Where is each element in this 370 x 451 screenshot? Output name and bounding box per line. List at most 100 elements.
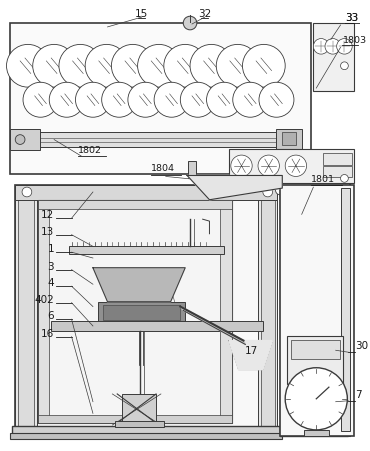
Circle shape xyxy=(138,45,180,88)
Bar xyxy=(69,247,224,254)
Bar xyxy=(229,150,354,184)
Circle shape xyxy=(85,45,128,88)
Bar xyxy=(287,287,347,305)
Text: 7: 7 xyxy=(355,389,362,399)
Polygon shape xyxy=(93,268,185,302)
Bar xyxy=(291,340,340,359)
Bar xyxy=(10,24,312,174)
Circle shape xyxy=(206,83,242,118)
Circle shape xyxy=(15,135,25,145)
Circle shape xyxy=(331,193,340,202)
Circle shape xyxy=(242,45,285,88)
Text: 1801: 1801 xyxy=(312,175,336,184)
Text: 32: 32 xyxy=(198,9,211,19)
Circle shape xyxy=(128,83,163,118)
Text: 1804: 1804 xyxy=(151,164,175,173)
Bar xyxy=(220,200,232,423)
Circle shape xyxy=(154,83,189,118)
Circle shape xyxy=(75,83,110,118)
Circle shape xyxy=(59,45,102,88)
Bar xyxy=(284,188,346,207)
Bar xyxy=(287,322,347,331)
Bar xyxy=(15,186,37,436)
Bar xyxy=(323,154,352,166)
Text: 1803: 1803 xyxy=(343,36,367,45)
Text: 13: 13 xyxy=(41,226,54,236)
Bar xyxy=(122,394,156,423)
Text: 1802: 1802 xyxy=(78,145,102,154)
Circle shape xyxy=(299,262,310,274)
Bar xyxy=(38,200,232,423)
Bar xyxy=(102,305,180,321)
Text: 15: 15 xyxy=(135,9,148,19)
Circle shape xyxy=(164,45,206,88)
Circle shape xyxy=(276,186,285,195)
Bar xyxy=(282,188,294,434)
Circle shape xyxy=(258,156,279,177)
Text: 6: 6 xyxy=(47,311,54,321)
Bar xyxy=(38,200,232,210)
Bar xyxy=(258,186,278,436)
Text: 1: 1 xyxy=(47,244,54,254)
Bar xyxy=(287,336,343,384)
Polygon shape xyxy=(180,307,245,345)
Text: 17: 17 xyxy=(245,345,258,355)
Bar xyxy=(340,189,350,431)
Bar xyxy=(15,186,278,200)
Circle shape xyxy=(183,17,197,31)
Bar xyxy=(10,433,282,439)
Text: 3: 3 xyxy=(47,261,54,271)
Bar xyxy=(38,200,49,423)
Bar xyxy=(15,186,278,436)
Circle shape xyxy=(111,45,154,88)
Bar xyxy=(51,322,263,331)
Bar xyxy=(276,129,302,151)
Bar xyxy=(282,133,296,146)
Text: 16: 16 xyxy=(41,328,54,338)
Circle shape xyxy=(33,45,75,88)
Circle shape xyxy=(313,40,329,55)
Circle shape xyxy=(22,188,32,198)
Circle shape xyxy=(7,45,49,88)
Text: 30: 30 xyxy=(355,341,368,350)
Circle shape xyxy=(263,188,273,198)
Circle shape xyxy=(340,63,348,70)
Text: 4: 4 xyxy=(47,278,54,288)
Text: 33: 33 xyxy=(346,13,359,23)
Circle shape xyxy=(340,175,348,183)
Bar xyxy=(280,186,354,436)
Circle shape xyxy=(285,368,347,430)
Bar xyxy=(115,421,164,427)
Bar xyxy=(38,415,232,423)
Text: 12: 12 xyxy=(41,210,54,220)
Bar xyxy=(14,133,276,148)
Bar xyxy=(323,166,352,178)
Bar xyxy=(98,302,185,323)
Circle shape xyxy=(180,83,215,118)
Circle shape xyxy=(259,83,294,118)
Circle shape xyxy=(295,193,305,202)
Circle shape xyxy=(49,83,84,118)
Bar xyxy=(304,430,329,436)
Bar xyxy=(335,188,346,434)
Circle shape xyxy=(325,40,340,55)
Circle shape xyxy=(285,156,307,177)
Bar xyxy=(287,309,347,318)
Circle shape xyxy=(190,45,233,88)
Circle shape xyxy=(216,45,259,88)
Circle shape xyxy=(102,83,137,118)
Polygon shape xyxy=(187,176,282,200)
Text: 33: 33 xyxy=(346,13,359,23)
Circle shape xyxy=(231,156,252,177)
Circle shape xyxy=(291,254,318,282)
Bar xyxy=(188,161,196,179)
Bar xyxy=(280,186,348,436)
Bar xyxy=(12,426,280,437)
Circle shape xyxy=(233,83,268,118)
Bar xyxy=(18,189,34,433)
Circle shape xyxy=(23,83,58,118)
Bar xyxy=(10,129,40,151)
Circle shape xyxy=(337,40,352,55)
Text: 402: 402 xyxy=(34,294,54,304)
Bar xyxy=(313,24,354,92)
